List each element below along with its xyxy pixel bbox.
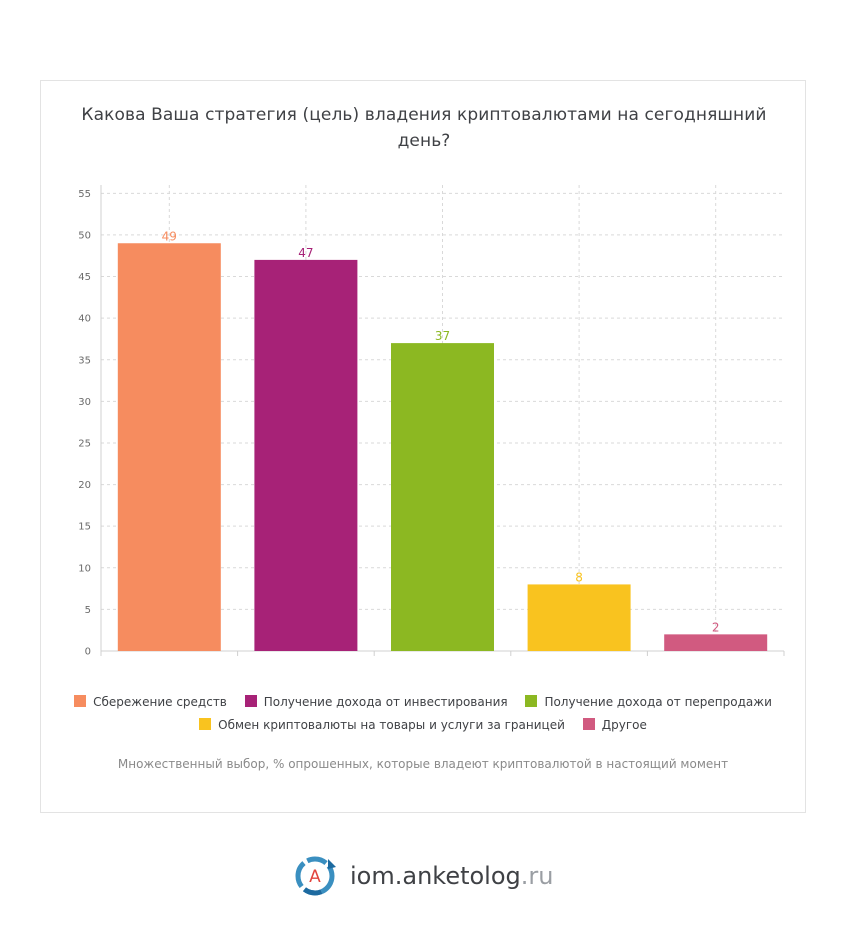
legend-swatch [525, 695, 538, 707]
legend-item-other[interactable]: Другое [582, 715, 647, 735]
y-tick-label: 45 [78, 272, 91, 283]
bar-value-label: 37 [435, 329, 450, 343]
legend-item-reselling[interactable]: Получение дохода от перепродажи [525, 692, 772, 712]
y-tick-label: 10 [78, 563, 91, 574]
logo-letter: A [309, 867, 321, 887]
bar-value-label: 8 [575, 570, 583, 584]
bar [527, 584, 631, 651]
legend-swatch [199, 718, 212, 730]
legend: Сбережение средств Получение дохода от и… [40, 692, 806, 738]
y-tick-label: 35 [78, 355, 91, 366]
legend-item-investing[interactable]: Получение дохода от инвестирования [244, 692, 508, 712]
legend-swatch [582, 718, 595, 730]
anketolog-logo-icon: A [292, 853, 340, 899]
legend-swatch [244, 695, 257, 707]
bar-value-label: 2 [712, 620, 720, 634]
y-tick-label: 55 [78, 189, 91, 200]
bar [391, 343, 494, 651]
bar-value-label: 47 [298, 246, 313, 260]
y-tick-label: 5 [85, 605, 91, 616]
bar [117, 243, 221, 651]
bar [664, 634, 768, 651]
chart-footnote: Множественный выбор, % опрошенных, котор… [117, 757, 729, 771]
y-tick-label: 20 [78, 480, 91, 491]
y-tick-label: 0 [85, 647, 91, 658]
y-tick-label: 25 [78, 438, 91, 449]
brand-name: iom.anketolog.ru [350, 862, 554, 890]
bars [117, 243, 768, 651]
legend-row-2: Обмен криптовалюты на товары и услуги за… [40, 715, 806, 738]
y-tick-label: 50 [78, 230, 91, 241]
y-tick-label: 30 [78, 397, 91, 408]
legend-row-1: Сбережение средств Получение дохода от и… [40, 692, 806, 715]
y-tick-label: 15 [78, 522, 91, 533]
data-labels: 49 47 37 8 2 [162, 229, 720, 634]
brand[interactable]: A iom.anketolog.ru [292, 853, 553, 899]
legend-item-savings[interactable]: Сбережение средств [74, 692, 227, 712]
bar [254, 259, 358, 651]
chart-title: Какова Ваша стратегия (цель) владения кр… [81, 105, 767, 151]
y-tick-label: 40 [78, 314, 91, 325]
legend-swatch [74, 695, 87, 707]
bar-value-label: 49 [162, 229, 177, 243]
legend-item-exchange-abroad[interactable]: Обмен криптовалюты на товары и услуги за… [199, 715, 565, 735]
